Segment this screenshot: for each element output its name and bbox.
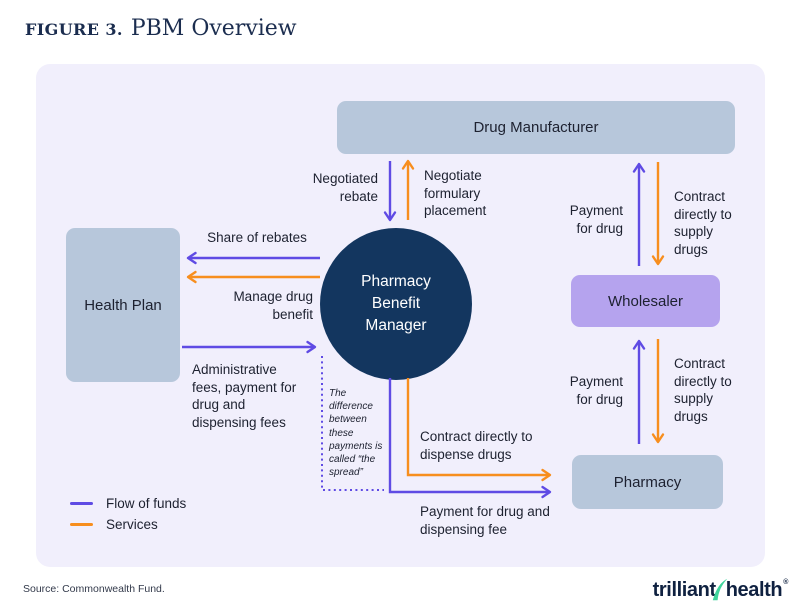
figure-number-label: FIGURE 3. [25,20,123,39]
annotation-spread-note: The difference between these payments is… [329,388,383,479]
label-payment-for-drug-top: Payment for drug [569,203,623,236]
legend-item-flow-of-funds: Flow of funds [70,493,186,514]
label-manage-drug-benefit: Manage drug benefit [233,289,313,322]
node-wholesaler: Wholesaler [571,275,720,327]
services-line-swatch [70,523,93,526]
funds-line-swatch [70,502,93,505]
logo-trilliant-text: trilliant [652,578,716,601]
page-title: PBM Overview [130,16,297,41]
legend-item-services: Services [70,514,186,535]
legend: Flow of funds Services [70,493,186,535]
node-pharmacy: Pharmacy [572,455,723,509]
label-negotiated-rebate: Negotiated rebate [312,171,378,204]
label-payment-dispensing-fee: Payment for drug and dispensing fee [420,504,550,537]
node-pbm-circle: Pharmacy Benefit Manager [320,228,472,380]
label-administrative-fees: Administrative fees, payment for drug an… [192,362,297,430]
logo-health-text: health [725,578,783,601]
label-negotiate-formulary: Negotiate formulary placement [424,168,487,219]
label-contract-supply-top: Contract directly to supply drugs [674,189,732,257]
registered-trademark-symbol: ® [783,579,788,586]
node-pbm-label: Pharmacy Benefit Manager [361,273,431,334]
node-wholesaler-label: Wholesaler [607,292,684,310]
label-payment-for-drug-bottom: Payment for drug [569,374,623,407]
label-share-of-rebates: Share of rebates [207,230,307,245]
trilliant-health-logo: trilliant health ® [653,575,788,605]
label-contract-dispense: Contract directly to dispense drugs [420,429,533,462]
node-health-plan-label: Health Plan [84,296,162,314]
node-health-plan: Health Plan [66,228,180,382]
node-drug-manufacturer-label: Drug Manufacturer [473,119,599,136]
figure-title: FIGURE 3. PBM Overview [25,16,297,41]
node-drug-manufacturer: Drug Manufacturer [337,101,735,154]
node-pharmacy-label: Pharmacy [613,473,682,491]
legend-services-label: Services [106,517,158,532]
label-contract-supply-bottom: Contract directly to supply drugs [674,356,732,424]
logo-swoosh-icon [712,578,727,600]
legend-flow-of-funds-label: Flow of funds [106,496,187,511]
source-citation: Source: Commonwealth Fund. [23,583,165,595]
